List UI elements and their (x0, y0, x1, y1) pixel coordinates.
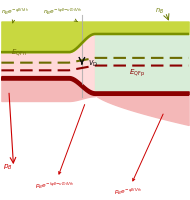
Text: $p_Be^{-\varphi_B/V_{\rm th}}$: $p_Be^{-\varphi_B/V_{\rm th}}$ (114, 114, 163, 197)
Text: $n_Be^{-\varphi_B/V_{\rm th}}$: $n_Be^{-\varphi_B/V_{\rm th}}$ (1, 7, 29, 23)
Text: $p_B$: $p_B$ (3, 163, 13, 172)
Text: $E_{\rm QFn}$: $E_{\rm QFn}$ (11, 47, 27, 58)
Text: $n_Be^{-(\varphi_B{-}v_D)/V_{\rm th}}$: $n_Be^{-(\varphi_B{-}v_D)/V_{\rm th}}$ (43, 7, 82, 22)
Text: $E_{\rm QFp}$: $E_{\rm QFp}$ (129, 67, 145, 79)
Text: $n_B$: $n_B$ (155, 7, 164, 16)
Text: $p_Be^{-(\varphi_B{-}v_D)/V_{\rm th}}$: $p_Be^{-(\varphi_B{-}v_D)/V_{\rm th}}$ (35, 105, 85, 191)
Text: $v_{\rm D}$: $v_{\rm D}$ (88, 59, 98, 69)
